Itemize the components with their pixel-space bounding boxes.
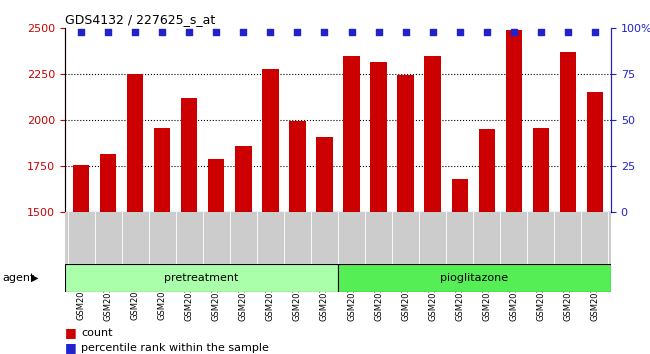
Point xyxy=(292,29,303,35)
Text: percentile rank within the sample: percentile rank within the sample xyxy=(81,343,269,353)
Point xyxy=(238,29,248,35)
Bar xyxy=(424,56,441,212)
Bar xyxy=(397,75,413,212)
Text: pretreatment: pretreatment xyxy=(164,273,239,283)
Point xyxy=(211,29,222,35)
Point xyxy=(562,29,573,35)
Point xyxy=(428,29,438,35)
Point xyxy=(319,29,330,35)
Point xyxy=(482,29,492,35)
Point xyxy=(76,29,86,35)
Point xyxy=(103,29,114,35)
Point xyxy=(400,29,411,35)
Text: count: count xyxy=(81,328,112,338)
Point xyxy=(157,29,168,35)
Bar xyxy=(154,128,170,212)
Point xyxy=(373,29,384,35)
Bar xyxy=(181,98,198,212)
Bar xyxy=(208,159,224,212)
Bar xyxy=(65,264,338,292)
Bar xyxy=(478,129,495,212)
Bar xyxy=(127,74,144,212)
Bar xyxy=(100,154,116,212)
Bar xyxy=(506,30,522,212)
Bar xyxy=(370,62,387,212)
Bar xyxy=(338,264,611,292)
Bar xyxy=(263,69,279,212)
Text: ■: ■ xyxy=(65,326,77,339)
Point xyxy=(508,29,519,35)
Text: agent: agent xyxy=(2,273,34,283)
Bar xyxy=(235,146,252,212)
Point xyxy=(590,29,600,35)
Bar xyxy=(289,121,306,212)
Text: ■: ■ xyxy=(65,341,77,354)
Point xyxy=(184,29,194,35)
Bar xyxy=(73,165,89,212)
Bar xyxy=(587,92,603,212)
Point xyxy=(454,29,465,35)
Point xyxy=(265,29,276,35)
Point xyxy=(346,29,357,35)
Text: ▶: ▶ xyxy=(31,273,39,283)
Bar xyxy=(452,179,468,212)
Text: GDS4132 / 227625_s_at: GDS4132 / 227625_s_at xyxy=(65,13,215,26)
Bar xyxy=(317,137,333,212)
Point xyxy=(130,29,140,35)
Bar xyxy=(560,52,576,212)
Bar xyxy=(532,128,549,212)
Point xyxy=(536,29,546,35)
Bar xyxy=(343,56,359,212)
Text: pioglitazone: pioglitazone xyxy=(441,273,508,283)
